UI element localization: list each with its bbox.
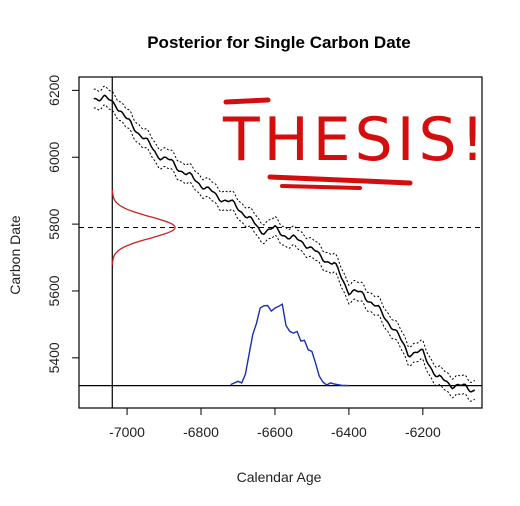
plot-frame — [78, 76, 483, 409]
annotation-underline-2 — [280, 184, 362, 190]
x-tick-label: -7000 — [109, 424, 145, 440]
y-tick-label: 6000 — [46, 141, 62, 172]
thesis-annotation: THESIS! — [222, 97, 489, 190]
annotation-text: THESIS! — [222, 105, 489, 175]
x-tick-label: -6200 — [405, 424, 441, 440]
x-axis: -7000 -6800 -6600 -6400 -6200 — [109, 408, 441, 440]
calibration-lower-band — [93, 104, 475, 402]
x-tick-label: -6800 — [183, 424, 219, 440]
annotation-stroke — [223, 97, 271, 105]
plot-area — [79, 77, 482, 408]
series-group — [79, 77, 482, 408]
y-tick-label: 6200 — [46, 75, 62, 106]
calibration-curve-line — [93, 94, 476, 393]
calibration-upper-band — [93, 85, 475, 383]
y-tick-label: 5600 — [46, 275, 62, 306]
annotation-underline — [267, 174, 413, 186]
prior-density-curve — [111, 189, 176, 265]
y-axis: 5400 5600 5800 6000 6200 — [46, 75, 79, 373]
x-axis-label: Calendar Age — [237, 469, 322, 485]
y-tick-label: 5400 — [46, 342, 62, 373]
x-tick-label: -6600 — [257, 424, 293, 440]
y-axis-label: Carbon Date — [7, 215, 23, 295]
posterior-density-curve — [230, 303, 349, 387]
chart-title: Posterior for Single Carbon Date — [147, 33, 411, 52]
x-tick-label: -6400 — [331, 424, 367, 440]
y-tick-label: 5800 — [46, 208, 62, 239]
